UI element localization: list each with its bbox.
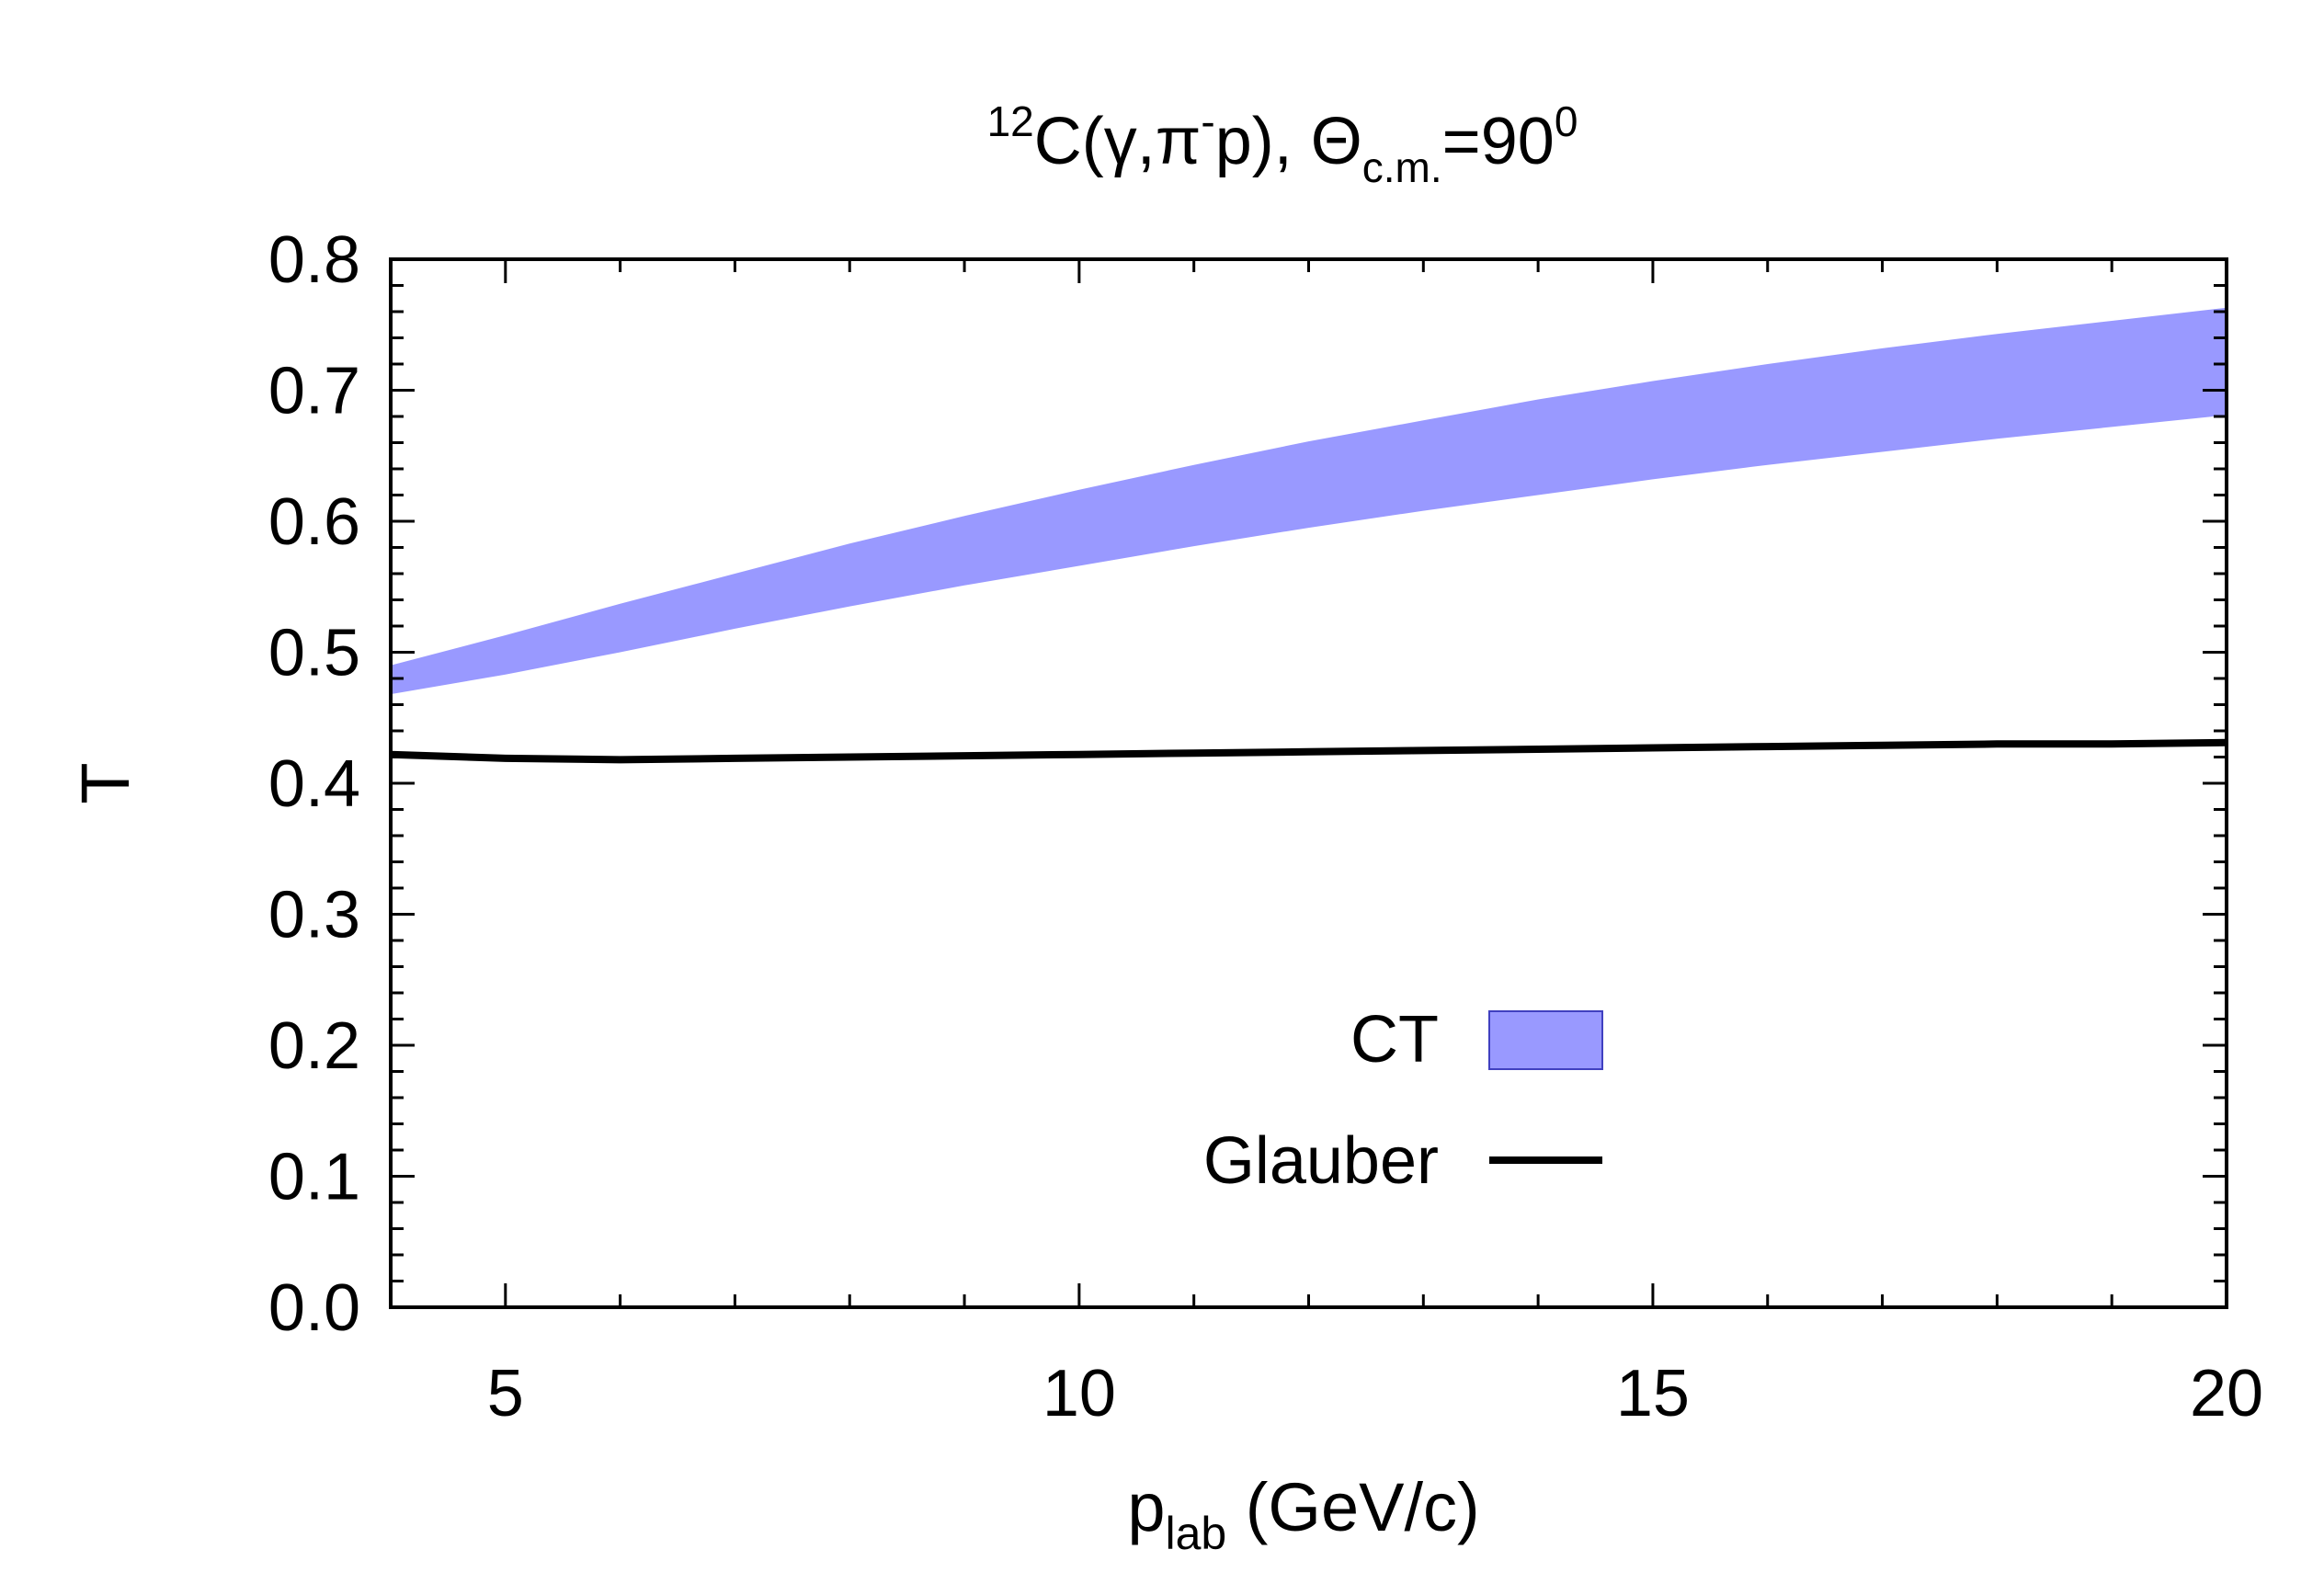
y-tick-label: 0.0	[268, 1271, 360, 1345]
legend: CT Glauber	[1203, 1003, 1603, 1198]
x-axis-title-rest: (GeV/c)	[1226, 1469, 1479, 1545]
title-sup-minus: -	[1201, 97, 1214, 145]
x-tick-label: 20	[2190, 1357, 2263, 1430]
x-tick-label: 15	[1616, 1357, 1690, 1430]
glauber-line	[390, 738, 2227, 764]
y-tick-label: 0.3	[268, 879, 360, 952]
y-tick-label: 0.8	[268, 223, 360, 297]
ct-band	[391, 307, 2227, 695]
y-tick-label: 0.7	[268, 355, 360, 428]
title-after: p), Θ	[1215, 105, 1362, 178]
y-tick-label: 0.4	[268, 747, 360, 821]
x-axis-title-sub: lab	[1165, 1508, 1226, 1559]
tick-layer	[389, 257, 2228, 1309]
legend-label-ct: CT	[1350, 1003, 1439, 1077]
x-tick-labels: 5 10 15 20	[487, 1357, 2263, 1430]
chart-title: 12C(γ,π-p), Θc.m.=900	[987, 97, 1578, 191]
legend-swatch-ct	[1488, 1010, 1603, 1070]
legend-label-glauber: Glauber	[1203, 1124, 1439, 1198]
title-main: C(γ,π	[1034, 105, 1202, 178]
y-tick-labels: 0.0 0.1 0.2 0.3 0.4 0.5 0.6 0.7 0.8	[268, 223, 360, 1345]
y-tick-label: 0.1	[268, 1141, 360, 1214]
glauber-line-layer	[390, 738, 2227, 764]
y-axis-title: T	[67, 762, 143, 803]
title-sup-12: 12	[987, 97, 1034, 145]
title-sup-0: 0	[1555, 97, 1578, 145]
x-axis-title: plab (GeV/c)	[1127, 1469, 1479, 1559]
ct-band-layer	[391, 307, 2227, 695]
y-tick-label: 0.2	[268, 1009, 360, 1083]
title-after2: =90	[1442, 105, 1555, 178]
x-axis-title-main: p	[1127, 1469, 1165, 1545]
x-tick-label: 10	[1042, 1357, 1116, 1430]
x-tick-label: 5	[487, 1357, 524, 1430]
y-tick-label: 0.5	[268, 617, 360, 690]
y-tick-label: 0.6	[268, 485, 360, 559]
title-sub-cm: c.m.	[1362, 143, 1442, 191]
